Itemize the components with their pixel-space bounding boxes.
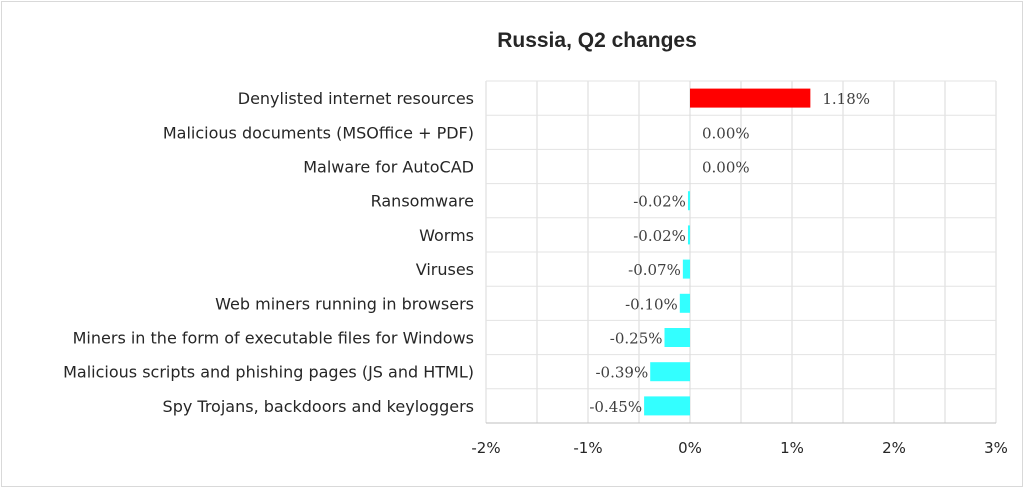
category-label: Malicious documents (MSOffice + PDF) xyxy=(163,123,474,142)
category-label: Web miners running in browsers xyxy=(215,294,474,313)
category-label: Malware for AutoCAD xyxy=(303,158,474,177)
value-label: -0.10% xyxy=(625,295,678,313)
category-label: Spy Trojans, backdoors and keyloggers xyxy=(163,397,474,416)
value-label: -0.39% xyxy=(595,364,648,382)
bar xyxy=(679,293,690,313)
value-label: -0.02% xyxy=(633,227,686,245)
value-label: -0.25% xyxy=(610,330,663,348)
bar xyxy=(690,88,811,108)
bar xyxy=(687,225,690,245)
category-label: Denylisted internet resources xyxy=(238,89,474,108)
category-label: Worms xyxy=(419,226,474,245)
category-label: Viruses xyxy=(416,260,474,279)
x-axis-ticks: -2% -1% 0% 1% 2% 3% xyxy=(471,439,1008,457)
value-label: -0.02% xyxy=(633,193,686,211)
x-tick-label: -1% xyxy=(573,439,602,457)
chart-title: Russia, Q2 changes xyxy=(497,29,697,52)
value-label: 0.00% xyxy=(702,124,750,142)
bar xyxy=(644,396,690,416)
x-tick-label: -2% xyxy=(471,439,500,457)
value-label: -0.45% xyxy=(589,398,642,416)
bar xyxy=(687,191,690,211)
x-tick-label: 3% xyxy=(984,439,1008,457)
value-label: -0.07% xyxy=(628,261,681,279)
x-tick-label: 2% xyxy=(882,439,906,457)
value-label: 1.18% xyxy=(822,90,870,108)
bar xyxy=(650,362,690,382)
category-label: Malicious scripts and phishing pages (JS… xyxy=(63,363,474,382)
gridlines xyxy=(485,80,997,424)
category-labels: Denylisted internet resources Malicious d… xyxy=(63,89,474,416)
bar xyxy=(664,328,690,347)
value-labels: 1.18% 0.00% 0.00% -0.02% -0.02% -0.07% -0.10% -… xyxy=(589,90,870,416)
category-label: Miners in the form of executable files f… xyxy=(73,329,474,348)
x-tick-label: 0% xyxy=(678,439,702,457)
x-tick-label: 1% xyxy=(780,439,804,457)
value-label: 0.00% xyxy=(702,159,750,177)
bar xyxy=(682,259,690,279)
bars xyxy=(644,88,811,416)
category-label: Ransomware xyxy=(371,192,474,211)
